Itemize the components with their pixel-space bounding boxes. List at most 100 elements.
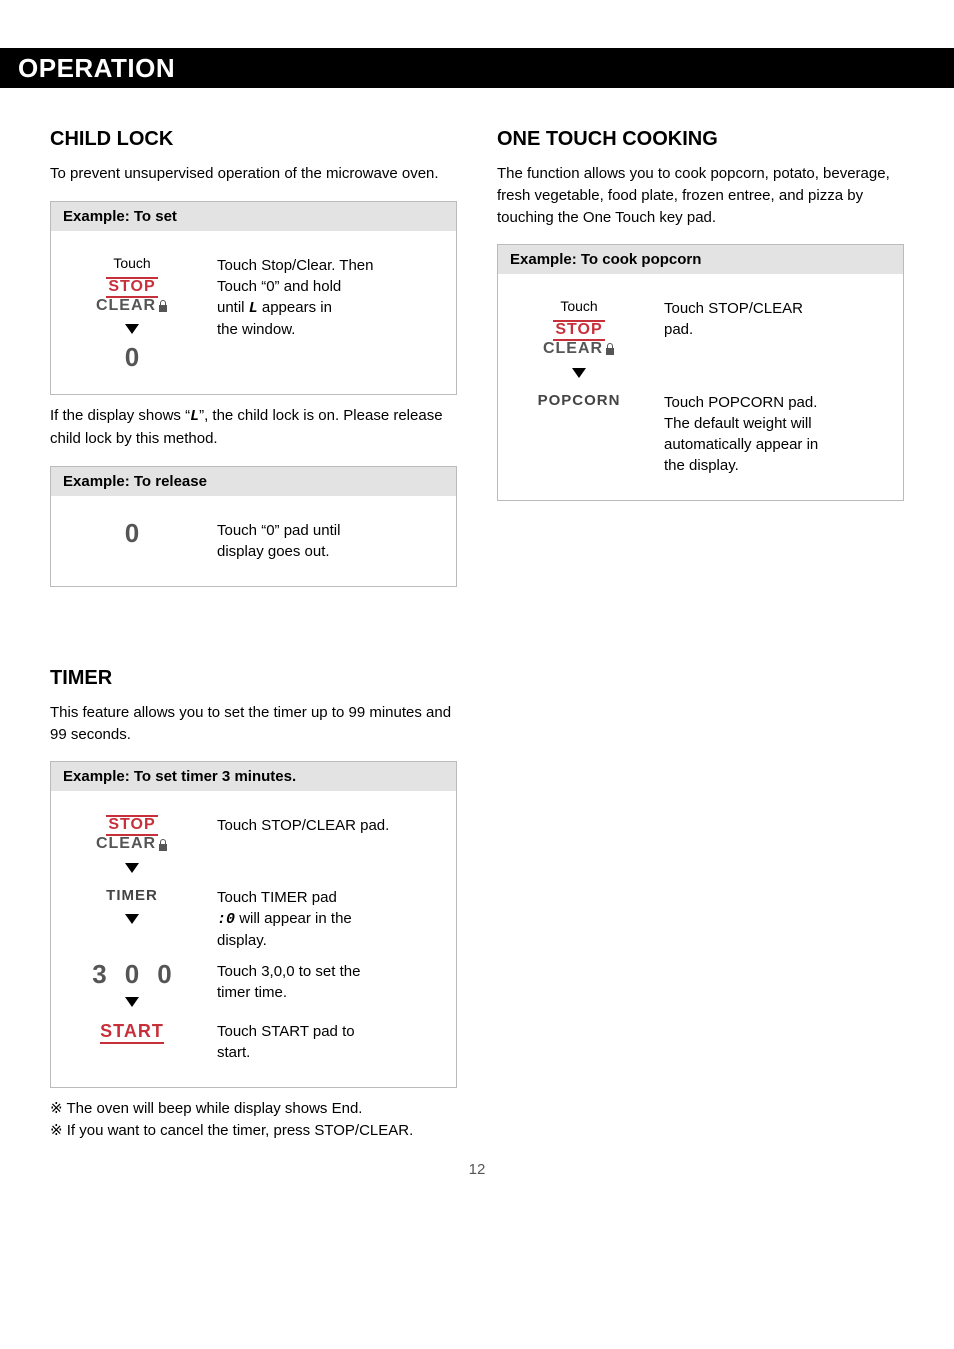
stop-text-2: STOP — [106, 815, 157, 836]
timer-step-3-text-a: Touch 3,0,0 to set the — [217, 961, 440, 982]
timer-step-4-desc: Touch START pad to start. — [217, 1021, 440, 1063]
timer-step-1: STOP CLEAR Touch STOP/CLEAR pad. — [67, 815, 440, 877]
arrow-down-icon-5 — [572, 368, 586, 378]
onetouch-step-2-text-a: Touch POPCORN pad. — [664, 392, 887, 413]
childlock-set-keys: Touch STOP CLEAR 0 — [67, 255, 197, 371]
childlock-release-title: Example: To release — [51, 467, 456, 496]
digit-0b[interactable]: 0 — [153, 961, 175, 987]
digit-row: 3 0 0 — [88, 961, 175, 987]
left-column: CHILD LOCK To prevent unsupervised opera… — [50, 118, 457, 1141]
childlock-release-desc-1: Touch “0” pad until — [217, 520, 440, 541]
timer-step-4-keys: START — [67, 1021, 197, 1044]
arrow-down-icon-4 — [125, 997, 139, 1007]
childlock-set-title: Example: To set — [51, 202, 456, 231]
stop-clear-pad-3[interactable]: STOP CLEAR — [543, 320, 615, 358]
onetouch-box-body: Touch STOP CLEAR Touch STOP/CLEAR pad. — [498, 274, 903, 500]
lock-icon — [158, 300, 168, 312]
onetouch-step-2-text-b: The default weight will — [664, 413, 887, 434]
timer-step-1-desc: Touch STOP/CLEAR pad. — [217, 815, 440, 836]
timer-step-2-text-b: will appear in the — [239, 910, 352, 927]
stop-clear-pad-2[interactable]: STOP CLEAR — [96, 815, 168, 853]
page-columns: CHILD LOCK To prevent unsupervised opera… — [0, 88, 954, 1141]
childlock-set-box: Example: To set Touch STOP CLEAR 0 — [50, 201, 457, 396]
childlock-release-desc-2: display goes out. — [217, 541, 440, 562]
timer-pad[interactable]: TIMER — [106, 887, 158, 904]
childlock-set-desc-1: Touch Stop/Clear. Then — [217, 255, 440, 276]
childlock-release-body: 0 Touch “0” pad until display goes out. — [51, 496, 456, 586]
stop-text: STOP — [106, 277, 157, 298]
timer-step-2-text-c: display. — [217, 930, 440, 951]
digit-0a[interactable]: 0 — [121, 961, 143, 987]
touch-label-2: Touch — [560, 298, 597, 314]
timer-box-body: STOP CLEAR Touch STOP/CLEAR pad. TIMER — [51, 791, 456, 1087]
timer-step-1-text: Touch STOP/CLEAR pad. — [217, 815, 440, 836]
childlock-release-keys: 0 — [67, 520, 197, 546]
timer-step-4-text-b: start. — [217, 1042, 440, 1063]
childlock-heading: CHILD LOCK — [50, 128, 457, 151]
childlock-release-desc: Touch “0” pad until display goes out. — [217, 520, 440, 562]
timer-step-2: TIMER Touch TIMER pad :0 will appear in … — [67, 887, 440, 951]
timer-step-3-desc: Touch 3,0,0 to set the timer time. — [217, 961, 440, 1003]
touch-label: Touch — [113, 255, 150, 271]
digit-3[interactable]: 3 — [88, 961, 110, 987]
right-column: ONE TOUCH COOKING The function allows yo… — [497, 118, 904, 1141]
onetouch-step-1: Touch STOP CLEAR Touch STOP/CLEAR pad. — [514, 298, 887, 382]
onetouch-box: Example: To cook popcorn Touch STOP CLEA… — [497, 244, 904, 501]
childlock-set-desc-2a: Touch “0” and hold — [217, 278, 341, 295]
arrow-down-icon — [125, 324, 139, 334]
timer-footnote-2: ※ If you want to cancel the timer, press… — [50, 1120, 457, 1142]
clear-text-2: CLEAR — [96, 836, 168, 853]
timer-box-title: Example: To set timer 3 minutes. — [51, 762, 456, 791]
childlock-release-box: Example: To release 0 Touch “0” pad unti… — [50, 466, 457, 587]
childlock-intro: To prevent unsupervised operation of the… — [50, 163, 457, 185]
start-pad[interactable]: START — [100, 1021, 164, 1044]
onetouch-heading: ONE TOUCH COOKING — [497, 128, 904, 151]
childlock-set-desc-4: the window. — [217, 319, 440, 340]
timer-step-4: START Touch START pad to start. — [67, 1021, 440, 1063]
timer-step-1-keys: STOP CLEAR — [67, 815, 197, 877]
onetouch-box-title: Example: To cook popcorn — [498, 245, 903, 274]
timer-heading: TIMER — [50, 667, 457, 690]
arrow-down-icon-2 — [125, 863, 139, 873]
lock-icon-2 — [158, 839, 168, 851]
childlock-set-body: Touch STOP CLEAR 0 Touch Stop/Clear. The… — [51, 231, 456, 395]
operation-header-title: OPERATION — [18, 53, 175, 84]
childlock-release-step: 0 Touch “0” pad until display goes out. — [67, 520, 440, 562]
onetouch-step-1-desc: Touch STOP/CLEAR pad. — [664, 298, 887, 340]
timer-box: Example: To set timer 3 minutes. STOP CL… — [50, 761, 457, 1088]
onetouch-step-2-text-d: the display. — [664, 455, 887, 476]
onetouch-step-1-text-b: pad. — [664, 319, 887, 340]
stop-text-3: STOP — [553, 320, 604, 341]
zero-pad-2[interactable]: 0 — [121, 520, 143, 546]
clear-text: CLEAR — [96, 298, 168, 315]
childlock-after: If the display shows “L”, the child lock… — [50, 405, 457, 450]
popcorn-pad[interactable]: POPCORN — [538, 392, 621, 409]
childlock-set-desc: Touch Stop/Clear. Then Touch “0” and hol… — [217, 255, 440, 340]
clear-text-3: CLEAR — [543, 341, 615, 358]
timer-intro: This feature allows you to set the timer… — [50, 702, 457, 746]
onetouch-step-1-text-a: Touch STOP/CLEAR — [664, 298, 887, 319]
timer-step-2-desc: Touch TIMER pad :0 will appear in the di… — [217, 887, 440, 951]
childlock-set-desc-3a: until — [217, 299, 249, 316]
childlock-set-desc-3b: appears in — [258, 299, 332, 316]
onetouch-step-2-keys: POPCORN — [514, 392, 644, 409]
operation-header-band: OPERATION — [0, 48, 954, 88]
arrow-down-icon-3 — [125, 914, 139, 924]
seg-L: L — [249, 300, 258, 317]
stop-clear-pad[interactable]: STOP CLEAR — [96, 277, 168, 315]
onetouch-step-1-keys: Touch STOP CLEAR — [514, 298, 644, 382]
timer-step-3-text-b: timer time. — [217, 982, 440, 1003]
onetouch-step-2-desc: Touch POPCORN pad. The default weight wi… — [664, 392, 887, 476]
timer-footnote-1: ※ The oven will beep while display shows… — [50, 1098, 457, 1120]
onetouch-intro: The function allows you to cook popcorn,… — [497, 163, 904, 228]
timer-step-2-keys: TIMER — [67, 887, 197, 928]
seg-zero: :0 — [217, 911, 235, 928]
timer-step-4-text-a: Touch START pad to — [217, 1021, 440, 1042]
zero-pad[interactable]: 0 — [121, 344, 143, 370]
onetouch-step-2-text-c: automatically appear in — [664, 434, 887, 455]
seg-L-inline: L — [190, 408, 199, 425]
timer-step-3-keys: 3 0 0 — [67, 961, 197, 1011]
timer-step-2-text-a: Touch TIMER pad — [217, 889, 337, 906]
timer-step-3: 3 0 0 Touch 3,0,0 to set the timer time. — [67, 961, 440, 1011]
onetouch-step-2: POPCORN Touch POPCORN pad. The default w… — [514, 392, 887, 476]
